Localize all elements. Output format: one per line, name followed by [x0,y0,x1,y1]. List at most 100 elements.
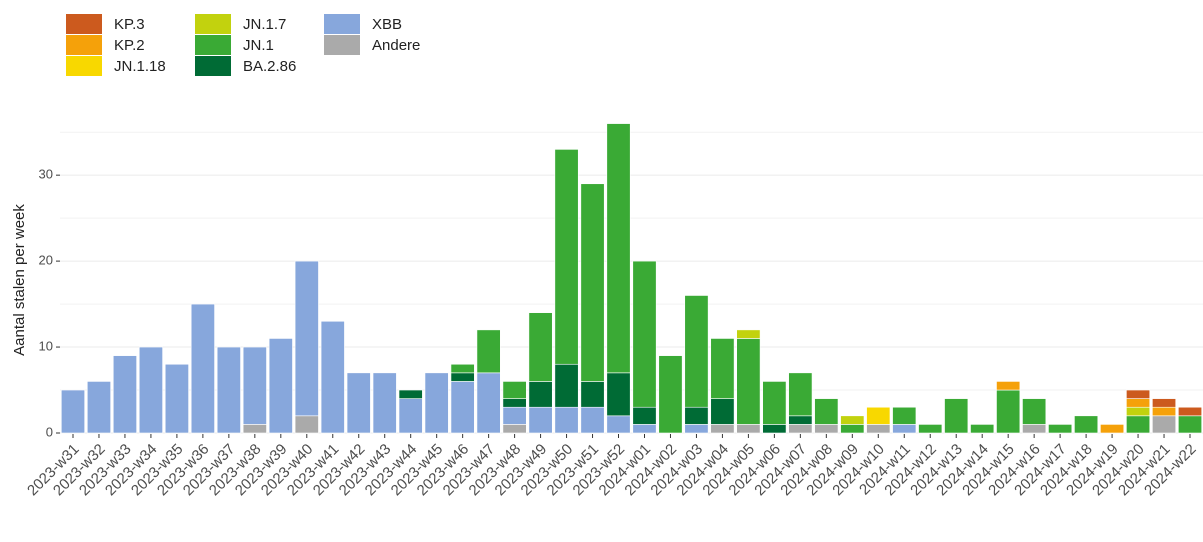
bar-segment [788,415,813,425]
bar-segment [996,389,1021,434]
bar-segment [970,424,995,434]
bar-segment [814,424,839,434]
legend-label: JN.1.7 [243,16,286,33]
bar-segment [1178,406,1203,417]
y-tick-label: 30 [39,167,53,182]
bar-segment [866,406,891,425]
bar-segment [736,329,761,339]
bar-segment [1022,424,1047,434]
bar-segment [736,338,761,425]
legend-swatch [66,14,102,34]
bar-segment [112,355,137,434]
legend-label: BA.2.86 [243,58,296,75]
legend-label: JN.1.18 [114,58,166,75]
bar-segment [788,372,813,417]
bar-segment [1022,398,1047,425]
bar-segment [684,406,709,425]
bar-segment [580,183,605,382]
bar-segment [190,303,215,434]
bar-segment [1178,415,1203,434]
bar-segment [528,406,553,434]
bar-segment [502,424,527,434]
bar-segment [1126,389,1151,399]
bar-segment [450,381,475,434]
bar-segment [606,415,631,434]
bar-segment [1152,398,1177,408]
bar-segment [710,424,735,434]
bar-segment [554,406,579,434]
bar-segment [632,260,657,408]
bar-segment [502,398,527,408]
legend-label: XBB [372,16,402,33]
bar-segment [372,372,397,434]
y-axis-label: Aantal stalen per week [11,204,28,356]
bar-segment [424,372,449,434]
bar-segment [268,338,293,434]
bar-segment [814,398,839,425]
bar-segment [294,260,319,417]
bar-segment [1074,415,1099,434]
bar-segment [294,415,319,434]
bar-segment [762,381,787,425]
bar-segment [502,406,527,425]
bar-segment [450,363,475,374]
bar-segment [216,346,241,434]
bar-segment [1152,406,1177,417]
bar-segment [346,372,371,434]
bar-segment [580,381,605,408]
bar-segment [138,346,163,434]
bar-segment [944,398,969,434]
bar-segment [840,415,865,425]
bar-segment [788,424,813,434]
bar-segment [710,338,735,399]
bar-segment [736,424,761,434]
bar-segment [502,381,527,399]
bar-segment [398,389,423,399]
bar-segment [1048,424,1073,434]
bar-segment [892,406,917,425]
bar-segment [684,424,709,434]
bar-segment [632,424,657,434]
bar-segment [1100,424,1125,434]
bar-segment [1126,398,1151,408]
legend-swatch [66,35,102,55]
bar-segment [1126,406,1151,417]
bar-segment [554,149,579,365]
bar-segment [528,312,553,382]
bar-segment [632,406,657,425]
bar-segment [242,424,267,434]
bar-segment [918,424,943,434]
bar-segment [762,424,787,434]
bar-segment [684,295,709,408]
bar-segment [866,424,891,434]
bar-segment [580,406,605,434]
bar-segment [476,372,501,434]
bar-segment [86,381,111,434]
legend-swatch [324,14,360,34]
bar-segment [398,398,423,434]
bar-segment [710,398,735,425]
bar-segment [554,363,579,408]
legend-swatch [324,35,360,55]
legend-label: KP.3 [114,16,145,33]
legend-swatch [195,56,231,76]
bar-segment [996,381,1021,391]
bar-segment [242,346,267,425]
legend-label: KP.2 [114,37,145,54]
y-tick-label: 10 [39,338,53,353]
bar-segment [1152,415,1177,434]
legend-swatch [195,35,231,55]
bar-segment [320,320,345,434]
bar-segment [840,424,865,434]
bar-segment [164,363,189,434]
bar-segment [60,389,85,434]
bar-segment [476,329,501,374]
bar-segment [892,424,917,434]
legend-swatch [195,14,231,34]
y-tick-label: 0 [46,424,53,439]
bar-segment [658,355,683,434]
bar-segment [1126,415,1151,434]
legend-label: JN.1 [243,37,274,54]
bar-segment [606,123,631,374]
